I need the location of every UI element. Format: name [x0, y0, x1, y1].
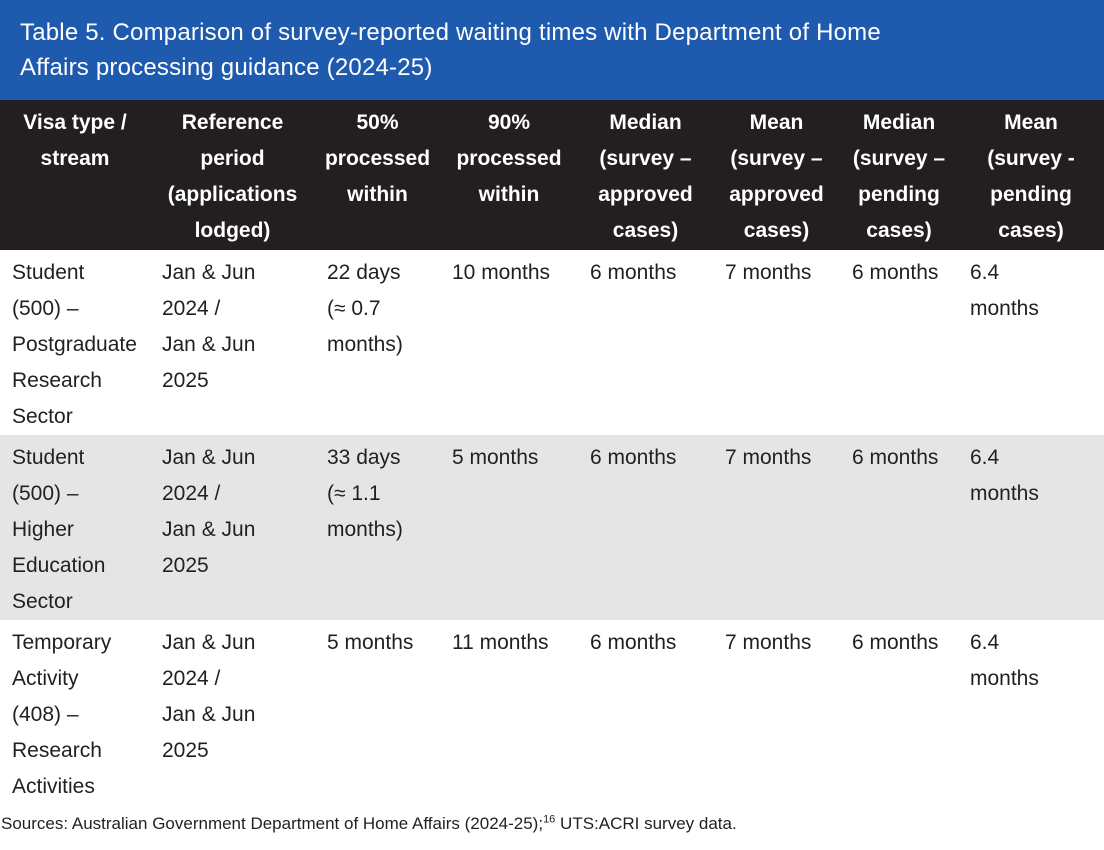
column-header-visa-type: Visa type / stream — [0, 100, 150, 250]
column-header-median-approved: Median (survey – approved cases) — [578, 100, 713, 250]
table-cell: 6 months — [578, 435, 713, 620]
table-cell: 6.4 months — [970, 631, 1039, 690]
table-header-row: Visa type / stream Reference period (app… — [0, 100, 1104, 250]
table-cell: 5 months — [440, 435, 578, 620]
column-header-median-pending: Median (survey – pending cases) — [840, 100, 958, 250]
column-header-90pct-processed: 90% processed within — [440, 100, 578, 250]
column-header-mean-approved: Mean (survey – approved cases) — [713, 100, 840, 250]
table-cell: 6.4 months — [958, 435, 1104, 620]
table-row-student-postgraduate: Student (500) – Postgraduate Research Se… — [0, 250, 1104, 435]
table-cell: Student (500) – Higher Education Sector — [0, 435, 150, 620]
table-cell: 33 days (≈ 1.1 months) — [315, 435, 440, 620]
table-cell: 6 months — [852, 631, 939, 654]
table-cell: 7 months — [725, 261, 812, 284]
column-header-mean-pending: Mean (survey - pending cases) — [958, 100, 1104, 250]
page-title: Table 5. Comparison of survey-reported w… — [20, 19, 881, 81]
table-row-student-higher-education: Student (500) – Higher Education Sector … — [0, 435, 1104, 620]
table-cell: 7 months — [725, 631, 812, 654]
table-cell: Jan & Jun 2024 / Jan & Jun 2025 — [162, 631, 256, 762]
table-cell: 6 months — [590, 261, 677, 284]
footnote-reference: 16 — [543, 813, 556, 826]
column-header-50pct-processed: 50% processed within — [315, 100, 440, 250]
waiting-times-table: Visa type / stream Reference period (app… — [0, 100, 1104, 805]
table-cell: Jan & Jun 2024 / Jan & Jun 2025 — [162, 261, 256, 392]
source-note-text: Sources: Australian Government Departmen… — [1, 814, 544, 833]
table-cell: 10 months — [452, 261, 551, 284]
table-row-temporary-activity: Temporary Activity (408) – Research Acti… — [0, 620, 1104, 805]
table-cell: 6 months — [840, 435, 958, 620]
table-cell: 22 days (≈ 0.7 months) — [327, 261, 403, 356]
source-note: Sources: Australian Government Departmen… — [0, 812, 1104, 836]
table-cell: 7 months — [713, 435, 840, 620]
column-header-reference-period: Reference period (applications lodged) — [150, 100, 315, 250]
table-cell: 5 months — [327, 631, 414, 654]
table-cell: 6 months — [590, 631, 677, 654]
table-cell: 6 months — [852, 261, 939, 284]
table-cell: Temporary Activity (408) – Research Acti… — [12, 631, 112, 798]
table-cell: Jan & Jun 2024 / Jan & Jun 2025 — [150, 435, 315, 620]
source-note-suffix: UTS:ACRI survey data. — [555, 814, 737, 833]
table-cell: 6.4 months — [970, 261, 1039, 320]
table-title-banner: Table 5. Comparison of survey-reported w… — [0, 0, 1104, 100]
table-cell: 11 months — [452, 631, 549, 654]
table-cell: Student (500) – Postgraduate Research Se… — [12, 261, 137, 428]
